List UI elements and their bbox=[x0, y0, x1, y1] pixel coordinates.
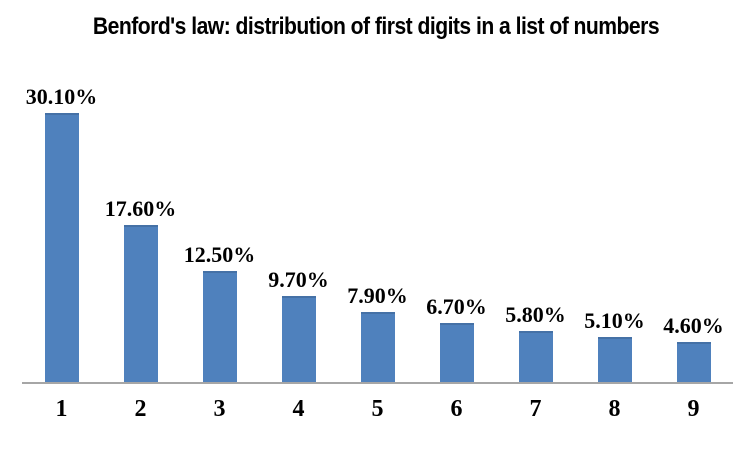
bar bbox=[44, 113, 79, 383]
chart-title: Benford's law: distribution of first dig… bbox=[92, 13, 660, 40]
bar-value-label: 4.60% bbox=[663, 312, 724, 338]
bar-value-label: 6.70% bbox=[426, 293, 487, 319]
bar-slot: 7.90% bbox=[338, 60, 417, 383]
bar-value-label: 9.70% bbox=[268, 266, 329, 292]
x-axis-tick-label: 8 bbox=[608, 396, 621, 422]
bar bbox=[518, 331, 553, 383]
x-axis-line bbox=[22, 382, 733, 384]
x-axis-tick-label: 6 bbox=[450, 396, 463, 422]
x-axis-tick-label: 7 bbox=[529, 396, 542, 422]
bar-value-label: 5.80% bbox=[505, 301, 566, 327]
bar-value-label: 12.50% bbox=[183, 241, 256, 267]
x-axis-tick-label: 3 bbox=[213, 396, 226, 422]
bar-slot: 5.80% bbox=[496, 60, 575, 383]
x-axis-tick-label: 1 bbox=[55, 396, 68, 422]
bar-slot: 6.70% bbox=[417, 60, 496, 383]
bar bbox=[360, 312, 395, 383]
bar-slot: 17.60% bbox=[101, 60, 180, 383]
bar bbox=[123, 225, 158, 383]
bar bbox=[202, 271, 237, 383]
bar-value-label: 17.60% bbox=[104, 195, 177, 221]
bar bbox=[281, 296, 316, 383]
bar-slot: 12.50% bbox=[180, 60, 259, 383]
bar-slot: 30.10% bbox=[22, 60, 101, 383]
x-axis-tick-label: 4 bbox=[292, 396, 305, 422]
x-axis-tick-label: 9 bbox=[687, 396, 700, 422]
x-axis-tick-label: 5 bbox=[371, 396, 384, 422]
plot-area: 30.10% 17.60% 12.50% 9.70% 7.90% 6.70% 5.80% 5.… bbox=[22, 60, 733, 383]
bar-slot: 9.70% bbox=[259, 60, 338, 383]
x-axis-tick-label: 2 bbox=[134, 396, 147, 422]
bar bbox=[676, 342, 711, 383]
bar-slot: 4.60% bbox=[654, 60, 733, 383]
bar-value-label: 7.90% bbox=[347, 282, 408, 308]
bar bbox=[597, 337, 632, 383]
bar bbox=[439, 323, 474, 383]
bar-value-label: 30.10% bbox=[25, 83, 98, 109]
bar-slot: 5.10% bbox=[575, 60, 654, 383]
x-axis-labels: 1 2 3 4 5 6 7 8 9 bbox=[22, 396, 733, 423]
bar-value-label: 5.10% bbox=[584, 307, 645, 333]
